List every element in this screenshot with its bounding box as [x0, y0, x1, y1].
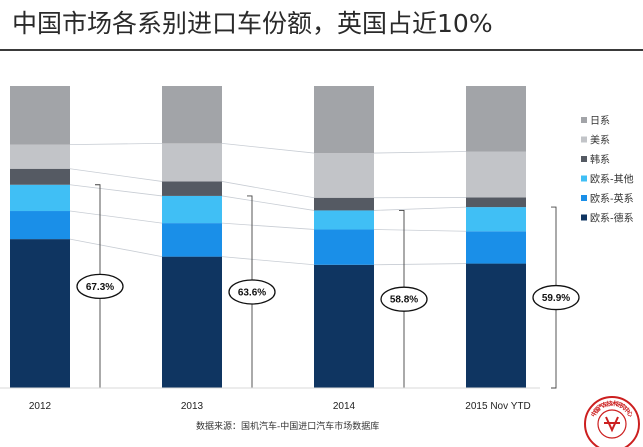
title-underline — [0, 49, 643, 51]
source-note: 数据来源：国机汽车-中国进口汽车市场数据库 — [196, 420, 379, 432]
legend-swatch — [581, 214, 587, 221]
legend-label: 日系 — [590, 115, 610, 127]
stamp-char: 究 — [619, 402, 628, 412]
stamp-outer-ring — [584, 396, 640, 447]
bar-segment-美系 — [10, 144, 70, 169]
x-tick-label: 2013 — [181, 401, 204, 412]
bar-segment-欧系-英系 — [10, 211, 70, 240]
series-connector-line — [221, 256, 315, 266]
euro-share-ellipse — [380, 286, 428, 312]
bar-segment-欧系-其他 — [466, 207, 526, 232]
bar-segment-欧系-德系 — [314, 264, 374, 388]
legend-label: 欧系-英系 — [590, 192, 634, 205]
x-tick-label: 2014 — [333, 401, 356, 412]
bar-segment-日系 — [314, 86, 374, 154]
bar-segment-美系 — [314, 153, 374, 198]
stamp-char: 技 — [606, 399, 614, 408]
chart-svg: 67.3% 63.6% 58.8% 59.9% 2012 2013 2014 2015 Nov… — [0, 86, 640, 447]
series-connector-line — [221, 181, 315, 199]
chart-title: 中国市场各系别进口车份额，英国占近10% — [12, 9, 493, 38]
legend-label: 美系 — [590, 134, 610, 147]
series-connector-line — [373, 263, 467, 266]
stamp-char: 中 — [589, 409, 599, 418]
bar-segment-欧系-德系 — [162, 256, 222, 388]
euro-share-ellipse — [532, 284, 580, 311]
legend-swatch — [581, 195, 587, 201]
stamp-char: 国 — [592, 405, 602, 415]
bar-segment-韩系 — [162, 181, 222, 196]
series-connector-line — [373, 229, 467, 232]
bar-segment-欧系-其他 — [314, 210, 374, 230]
stamp-char: 心 — [625, 409, 635, 418]
series-connector-line — [373, 151, 467, 154]
bar-segment-欧系-其他 — [10, 184, 70, 212]
series-connector-line — [373, 206, 467, 211]
bar-segment-欧系-德系 — [466, 263, 526, 388]
legend-swatch — [581, 136, 587, 143]
bar-segment-欧系-英系 — [162, 223, 222, 257]
bar-segment-欧系-其他 — [162, 195, 222, 224]
legend-swatch — [581, 156, 587, 162]
stamp-inner-ring — [597, 409, 627, 439]
bar-segment-韩系 — [10, 168, 70, 185]
stamp-emblem-icon — [604, 416, 620, 433]
euro-share-ellipse — [76, 273, 124, 300]
stamp-char: 车 — [601, 400, 609, 410]
series-connector-line — [221, 142, 315, 154]
stamp-char: 中 — [622, 405, 632, 415]
series-connector-line — [221, 195, 315, 211]
bar-segment-欧系-德系 — [10, 239, 70, 388]
stamp-char: 汽 — [596, 402, 605, 412]
stamp-char: 研 — [615, 400, 623, 410]
series-connector-line — [221, 222, 315, 230]
bar-segment-美系 — [162, 143, 222, 182]
legend-swatch — [581, 117, 587, 123]
euro-share-label: 63.6% — [238, 287, 266, 298]
bar-segment-日系 — [162, 86, 222, 144]
euro-share-label: 67.3% — [86, 282, 114, 293]
series-connector-line — [69, 238, 163, 258]
euro-share-label: 58.8% — [390, 295, 418, 306]
legend-label: 欧系-德系 — [590, 212, 634, 225]
bar-segment-韩系 — [466, 197, 526, 208]
legend-label: 欧系-其他 — [590, 173, 634, 186]
stacked-bar-chart: 67.3% 63.6% 58.8% 59.9% 2012 2013 2014 2015 Nov… — [0, 52, 643, 447]
stamp-char: 术 — [611, 399, 618, 408]
legend-swatch — [581, 175, 587, 182]
bar-segment-欧系-英系 — [314, 229, 374, 265]
series-connector-line — [69, 184, 163, 197]
x-tick-label: 2015 Nov YTD — [465, 401, 530, 412]
series-connector-line — [69, 168, 163, 182]
bar-segment-日系 — [10, 86, 70, 145]
bar-segment-韩系 — [314, 197, 374, 211]
euro-share-ellipse — [228, 279, 276, 305]
x-tick-label: 2012 — [29, 401, 52, 412]
series-connector-line — [69, 210, 163, 224]
bar-segment-欧系-英系 — [466, 231, 526, 264]
bar-segment-日系 — [466, 86, 526, 152]
bar-segment-美系 — [466, 151, 526, 198]
legend-label: 韩系 — [590, 153, 610, 166]
series-connector-line — [69, 142, 163, 145]
euro-share-label: 59.9% — [542, 293, 570, 304]
